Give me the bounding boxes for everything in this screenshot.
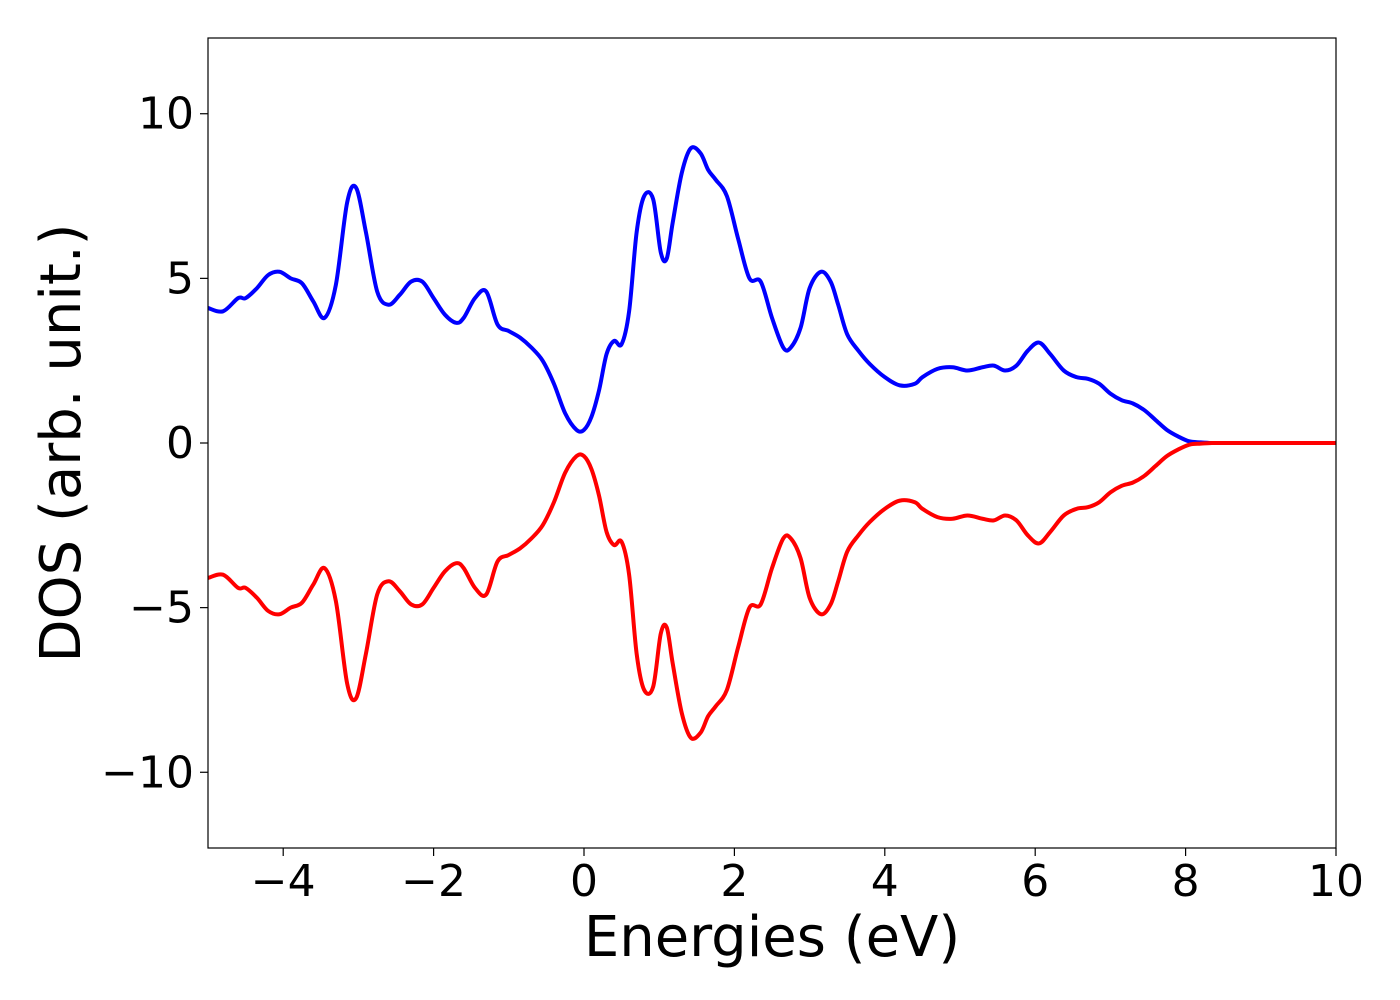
- x-tick-label: 0: [570, 856, 598, 907]
- series-line-red: [207, 440, 1336, 741]
- series-layer: [207, 145, 1336, 741]
- y-axis-label: DOS (arb. unit.): [29, 223, 94, 662]
- x-tick-label: 8: [1172, 856, 1200, 907]
- series-line-blue: [207, 145, 1336, 446]
- x-tick-label: −2: [401, 856, 466, 907]
- x-tick-label: 6: [1021, 856, 1049, 907]
- plot-frame: [207, 37, 1337, 849]
- x-tick-label: 10: [1308, 856, 1364, 907]
- y-tick-label: −10: [101, 747, 194, 798]
- x-axis-label: Energies (eV): [584, 905, 960, 970]
- y-tick-label: −5: [129, 583, 194, 634]
- x-tick-label: −4: [251, 856, 316, 907]
- x-axis: −4 −2 0 2 4 6 8 10: [251, 848, 1364, 907]
- x-tick-label: 2: [720, 856, 748, 907]
- y-tick-label: 5: [166, 253, 194, 304]
- x-tick-label: 4: [871, 856, 899, 907]
- y-axis: −10 −5 0 5 10: [101, 89, 208, 798]
- y-tick-label: 0: [166, 418, 194, 469]
- y-tick-label: 10: [138, 89, 194, 140]
